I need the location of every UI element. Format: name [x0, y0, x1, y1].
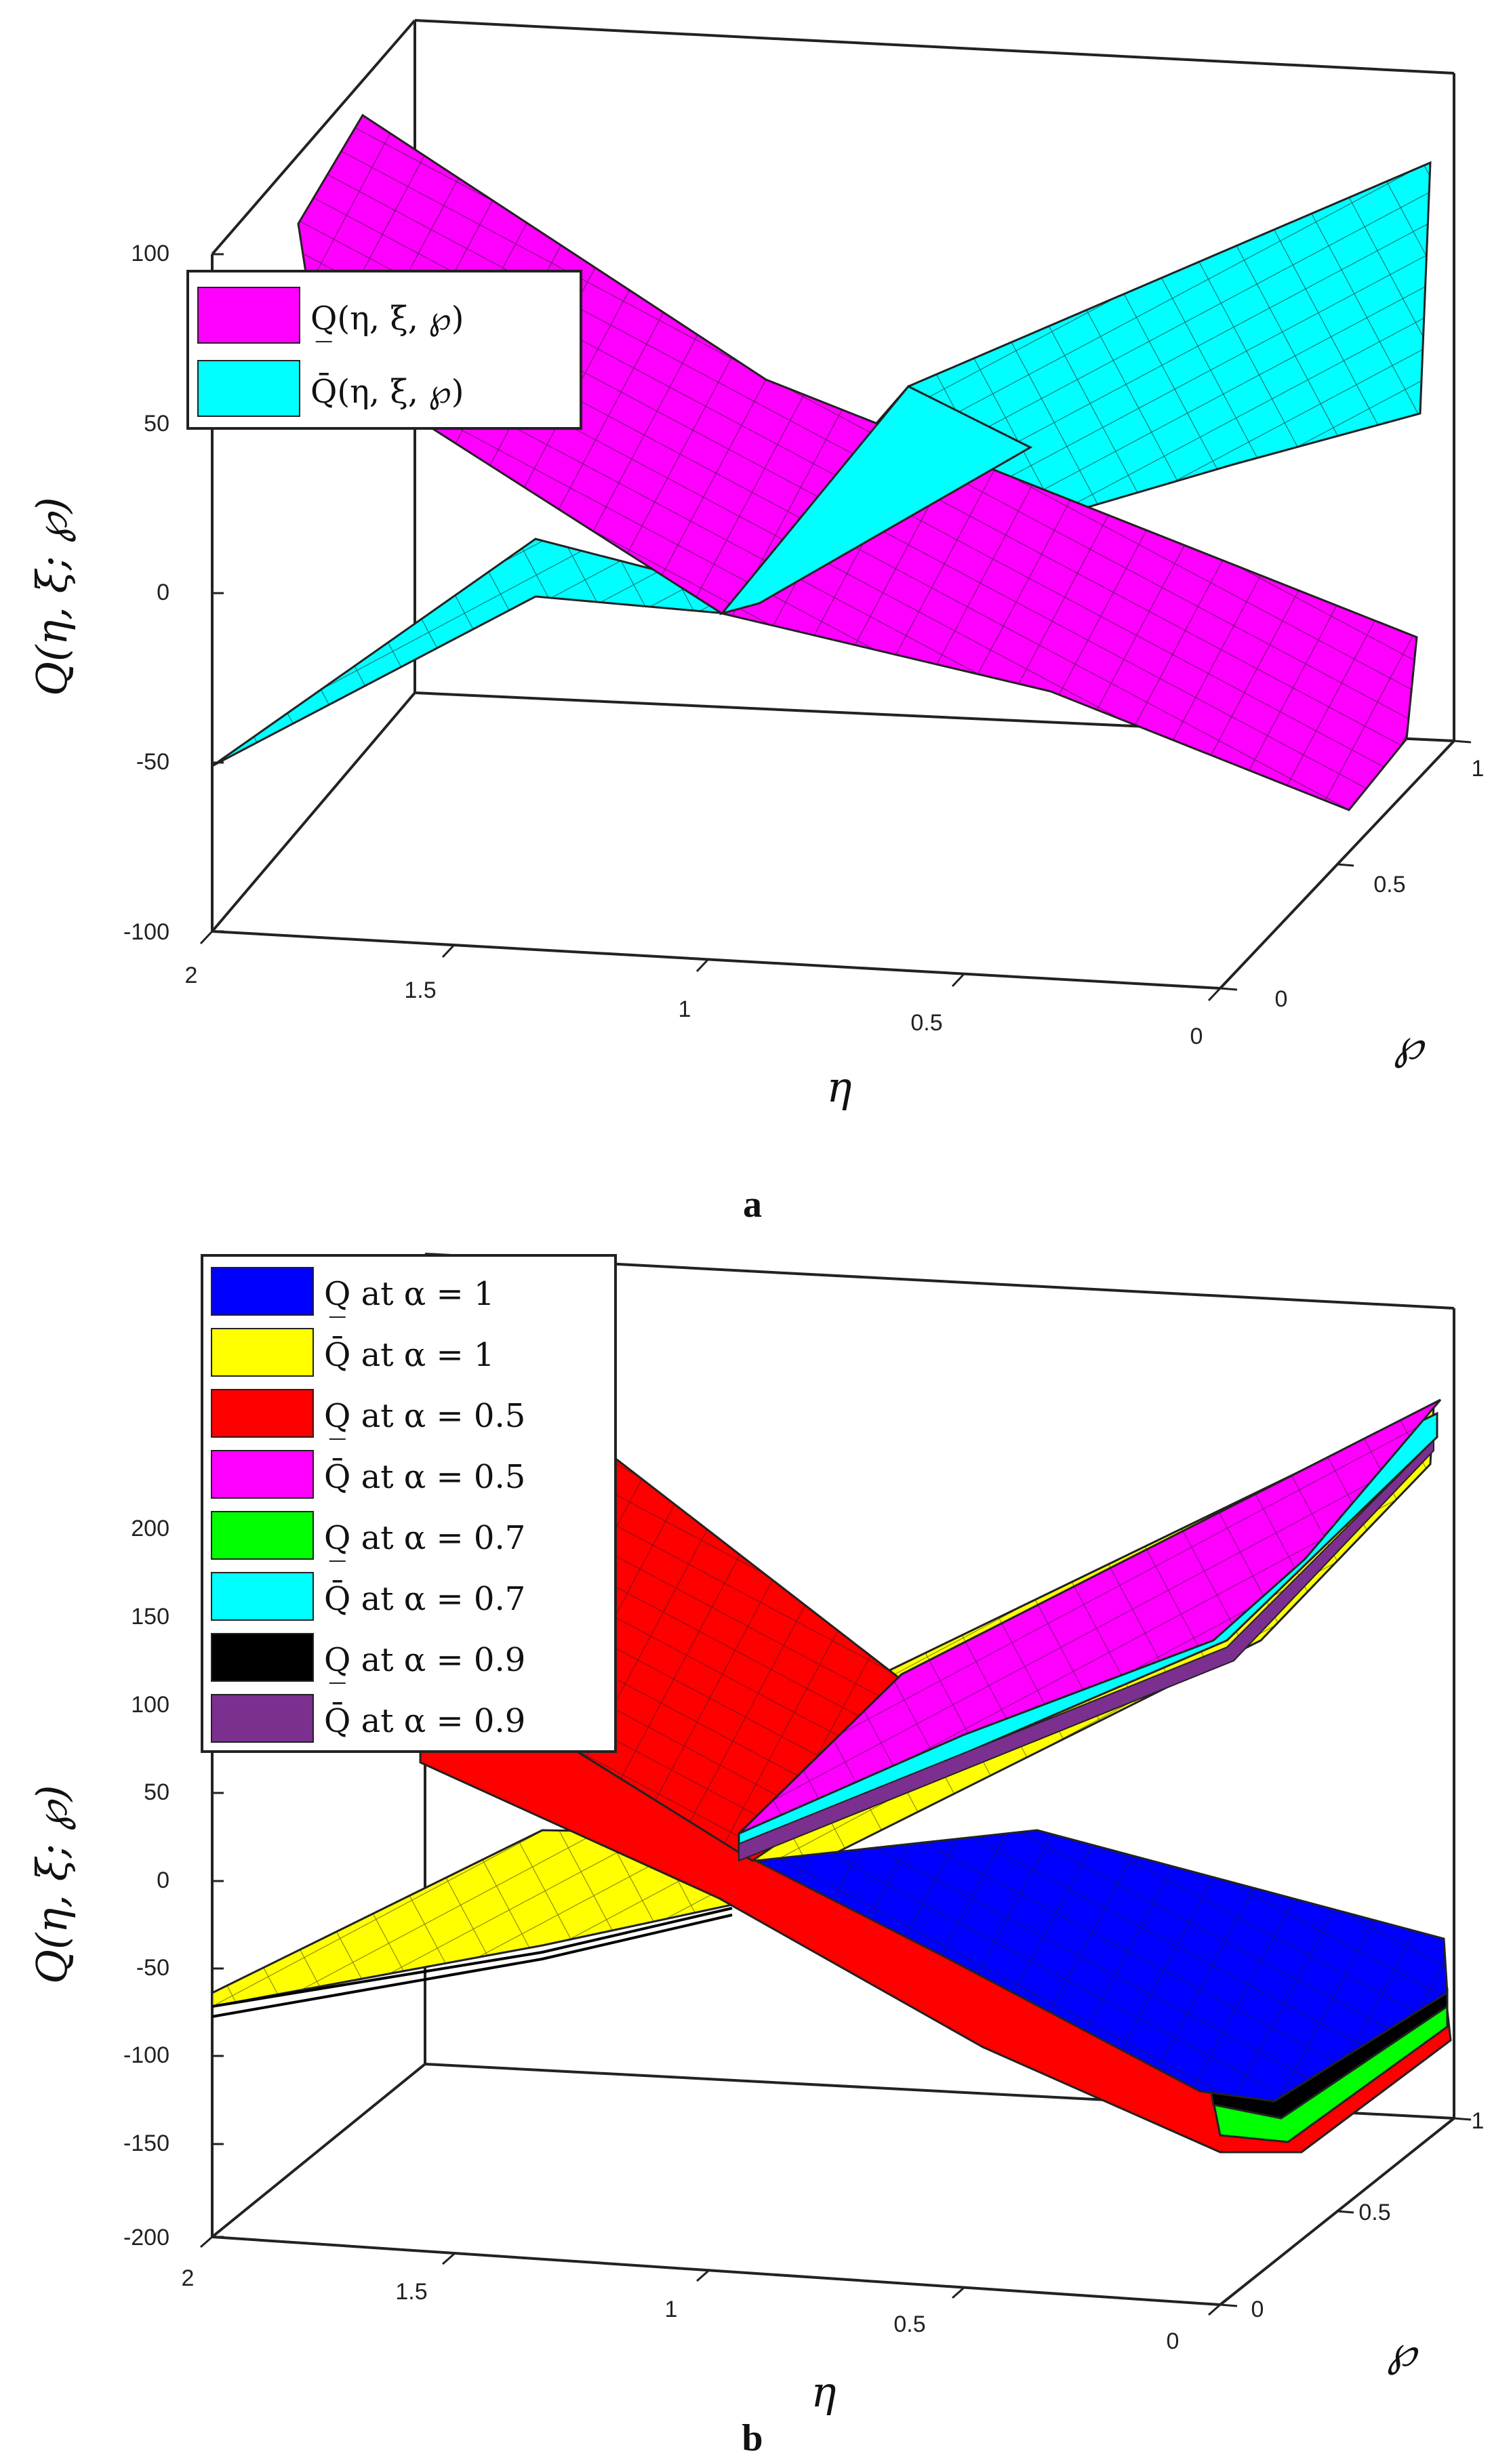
panel-b-zlabel: Q(η, ξ; ℘) — [27, 1785, 77, 1984]
panel-a-z-ticks: 100 50 0 -50 -100 — [123, 241, 224, 945]
panel-a-ztick-3: -50 — [136, 749, 169, 775]
panel-b-ztick-3: 50 — [144, 1779, 169, 1805]
panel-a-ytick-0: 0 — [1275, 986, 1288, 1012]
panel-a-surface-cyan-grid — [212, 163, 1430, 766]
panel-b-ztick-5: -50 — [136, 1955, 169, 1981]
panel-a-legend-label-0: Q̲(η, ξ, ℘) — [310, 300, 464, 342]
panel-b-legend-label-5: Q̄ at α = 0.7 — [324, 1579, 525, 1618]
panel-a-surface-cyan-front — [719, 385, 1033, 615]
panel-a-ztick-4: -100 — [123, 919, 169, 945]
panel-b-ytick-2: 1 — [1472, 2108, 1485, 2134]
panel-a-xlabel: η — [826, 1062, 851, 1112]
panel-b-xtick-0: 2 — [182, 2265, 195, 2291]
panel-b-legend-label-2: Q̲ at α = 0.5 — [324, 1397, 525, 1440]
panel-b: 200 150 100 50 0 -50 -100 -150 -200 — [27, 1253, 1485, 2459]
panel-b-curve-black-left — [211, 1907, 733, 2008]
panel-b-legend: Q̲ at α = 1 Q̄ at α = 1 Q̲ at α = 0.5 Q̄… — [201, 1254, 617, 1753]
panel-b-legend-label-4: Q̲ at α = 0.7 — [324, 1519, 525, 1562]
panel-b-xlabel: η — [811, 2367, 836, 2417]
panel-a-legend-label-1: Q̄(η, ξ, ℘) — [310, 371, 464, 411]
panel-a-ztick-1: 50 — [144, 411, 169, 437]
panel-a-ytick-2: 1 — [1472, 756, 1485, 782]
panel-b-xtick-4: 0 — [1167, 2328, 1180, 2354]
panel-a-ytick-1: 0.5 — [1373, 872, 1405, 897]
panel-b-curve-black-left-2 — [211, 1914, 733, 2018]
panel-b-surface-yellow-grid — [212, 1407, 1434, 2006]
panel-b-legend-label-7: Q̄ at α = 0.9 — [324, 1701, 525, 1740]
panel-b-ylabel: ℘ — [1387, 2326, 1419, 2376]
panel-b-legend-swatch-5 — [211, 1572, 314, 1621]
panel-b-legend-label-6: Q̲ at α = 0.9 — [324, 1641, 525, 1684]
panel-a-legend-swatch-0 — [197, 287, 300, 344]
panel-b-z-ticks: 200 150 100 50 0 -50 -100 -150 -200 — [123, 1516, 224, 2250]
panel-a-caption: a — [743, 1184, 762, 1226]
panel-b-ztick-4: 0 — [157, 1867, 169, 1893]
panel-b-surface-purple-edge — [738, 1438, 1434, 1862]
panel-a-ztick-2: 0 — [157, 580, 169, 605]
panel-b-legend-swatch-4 — [211, 1511, 314, 1560]
panel-b-x-ticks: 2 1.5 1 0.5 0 — [182, 2236, 1221, 2354]
panel-b-ztick-0: 200 — [131, 1516, 169, 1541]
panel-a-x-ticks: 2 1.5 1 0.5 0 — [185, 930, 1222, 1049]
panel-a-ylabel: ℘ — [1394, 1019, 1426, 1069]
panel-b-legend-swatch-1 — [211, 1328, 314, 1377]
panel-a-xtick-0: 2 — [185, 963, 198, 988]
panel-b-legend-swatch-3 — [211, 1450, 314, 1499]
panel-a-zlabel: Q(η, ξ; ℘) — [27, 497, 77, 696]
panel-b-ytick-1: 0.5 — [1358, 2200, 1390, 2225]
panel-b-ztick-2: 100 — [131, 1692, 169, 1718]
panel-b-caption: b — [742, 2417, 763, 2459]
panel-b-ztick-7: -150 — [123, 2130, 169, 2156]
panel-b-ztick-1: 150 — [131, 1604, 169, 1630]
panel-b-ztick-8: -200 — [123, 2225, 169, 2250]
panel-a-y-ticks: 0 0.5 1 — [1219, 740, 1485, 1012]
panel-b-xtick-1: 1.5 — [395, 2279, 427, 2305]
panel-b-legend-label-1: Q̄ at α = 1 — [324, 1335, 494, 1374]
panel-b-xtick-3: 0.5 — [893, 2311, 925, 2337]
panel-b-surface-blue-grid — [756, 1830, 1447, 2101]
panel-a-xtick-4: 0 — [1190, 1024, 1203, 1049]
panel-b-xtick-2: 1 — [665, 2297, 678, 2322]
panel-a-legend-swatch-1 — [197, 360, 300, 417]
panel-b-surface-magenta-grid — [739, 1400, 1440, 1834]
panel-b-legend-label-3: Q̄ at α = 0.5 — [324, 1457, 525, 1496]
panel-b-y-ticks: 0 0.5 1 — [1219, 2108, 1485, 2322]
panel-a: 100 50 0 -50 -100 2 1.5 1 0.5 0 — [27, 19, 1485, 1226]
panel-b-legend-swatch-7 — [211, 1694, 314, 1743]
panel-a-box — [211, 19, 1455, 990]
panel-b-ytick-0: 0 — [1251, 2297, 1264, 2322]
panel-b-legend-swatch-0 — [211, 1267, 314, 1316]
panel-a-legend: Q̲(η, ξ, ℘) Q̄(η, ξ, ℘) — [186, 270, 582, 430]
panel-b-legend-label-0: Q̲ at α = 1 — [324, 1275, 494, 1318]
panel-a-xtick-3: 0.5 — [910, 1010, 942, 1036]
panel-b-legend-swatch-2 — [211, 1389, 314, 1438]
panel-a-xtick-2: 1 — [679, 996, 691, 1022]
panel-b-ztick-6: -100 — [123, 2042, 169, 2068]
panel-b-legend-swatch-6 — [211, 1633, 314, 1682]
panel-a-ztick-0: 100 — [131, 241, 169, 266]
panel-a-xtick-1: 1.5 — [404, 977, 436, 1003]
